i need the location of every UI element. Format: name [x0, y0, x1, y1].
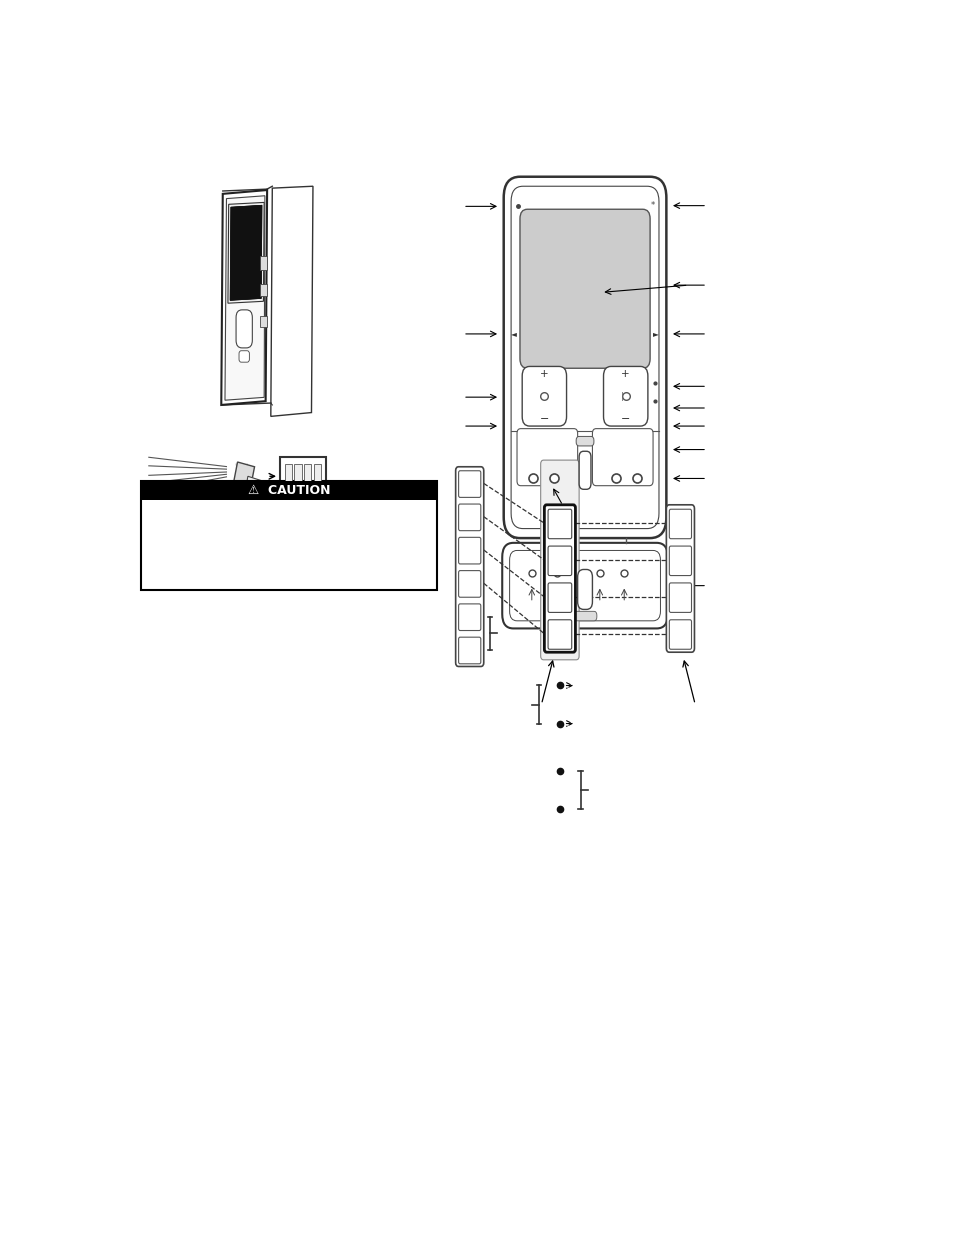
Bar [259, 284, 267, 295]
Text: +: + [539, 368, 548, 379]
Polygon shape [230, 205, 262, 300]
Polygon shape [221, 190, 267, 405]
Text: ◄: ◄ [511, 330, 517, 338]
FancyBboxPatch shape [669, 509, 691, 538]
FancyBboxPatch shape [576, 436, 594, 446]
FancyBboxPatch shape [603, 367, 647, 426]
FancyBboxPatch shape [458, 504, 480, 531]
FancyBboxPatch shape [669, 546, 691, 576]
Polygon shape [230, 205, 262, 300]
FancyBboxPatch shape [458, 571, 480, 598]
Text: ⚠  CAUTION: ⚠ CAUTION [248, 484, 330, 496]
FancyBboxPatch shape [517, 429, 577, 485]
Text: −: − [620, 414, 630, 424]
Polygon shape [228, 203, 264, 304]
FancyBboxPatch shape [509, 551, 659, 621]
Bar [285, 464, 292, 482]
FancyBboxPatch shape [544, 505, 575, 652]
FancyBboxPatch shape [540, 461, 578, 659]
Bar [141, 482, 436, 590]
Bar [280, 457, 326, 485]
FancyBboxPatch shape [511, 186, 659, 529]
FancyBboxPatch shape [665, 505, 694, 652]
Polygon shape [245, 477, 262, 498]
Bar [304, 464, 311, 482]
FancyBboxPatch shape [669, 583, 691, 613]
FancyBboxPatch shape [573, 611, 597, 621]
FancyBboxPatch shape [592, 429, 653, 485]
FancyBboxPatch shape [547, 620, 571, 650]
FancyBboxPatch shape [521, 367, 566, 426]
Bar [314, 464, 321, 482]
FancyBboxPatch shape [235, 310, 252, 348]
Text: ►: ► [653, 330, 659, 338]
FancyBboxPatch shape [578, 451, 590, 489]
Bar [259, 256, 267, 270]
FancyBboxPatch shape [458, 604, 480, 631]
FancyBboxPatch shape [501, 543, 667, 629]
FancyBboxPatch shape [519, 209, 649, 368]
FancyBboxPatch shape [503, 177, 665, 538]
FancyBboxPatch shape [239, 351, 249, 362]
FancyBboxPatch shape [669, 620, 691, 650]
FancyBboxPatch shape [458, 637, 480, 663]
FancyBboxPatch shape [577, 569, 592, 609]
Bar [141, 482, 436, 500]
Text: |: | [619, 391, 623, 400]
Polygon shape [271, 186, 313, 416]
Polygon shape [225, 196, 265, 400]
Bar [259, 316, 267, 327]
FancyBboxPatch shape [456, 467, 483, 667]
FancyBboxPatch shape [547, 546, 571, 576]
FancyBboxPatch shape [547, 509, 571, 538]
FancyBboxPatch shape [458, 537, 480, 564]
FancyBboxPatch shape [458, 471, 480, 498]
Text: +: + [620, 368, 629, 379]
Polygon shape [233, 462, 254, 485]
FancyBboxPatch shape [547, 583, 571, 613]
Text: *: * [650, 201, 655, 210]
Text: −: − [539, 414, 549, 424]
Bar [294, 464, 301, 482]
